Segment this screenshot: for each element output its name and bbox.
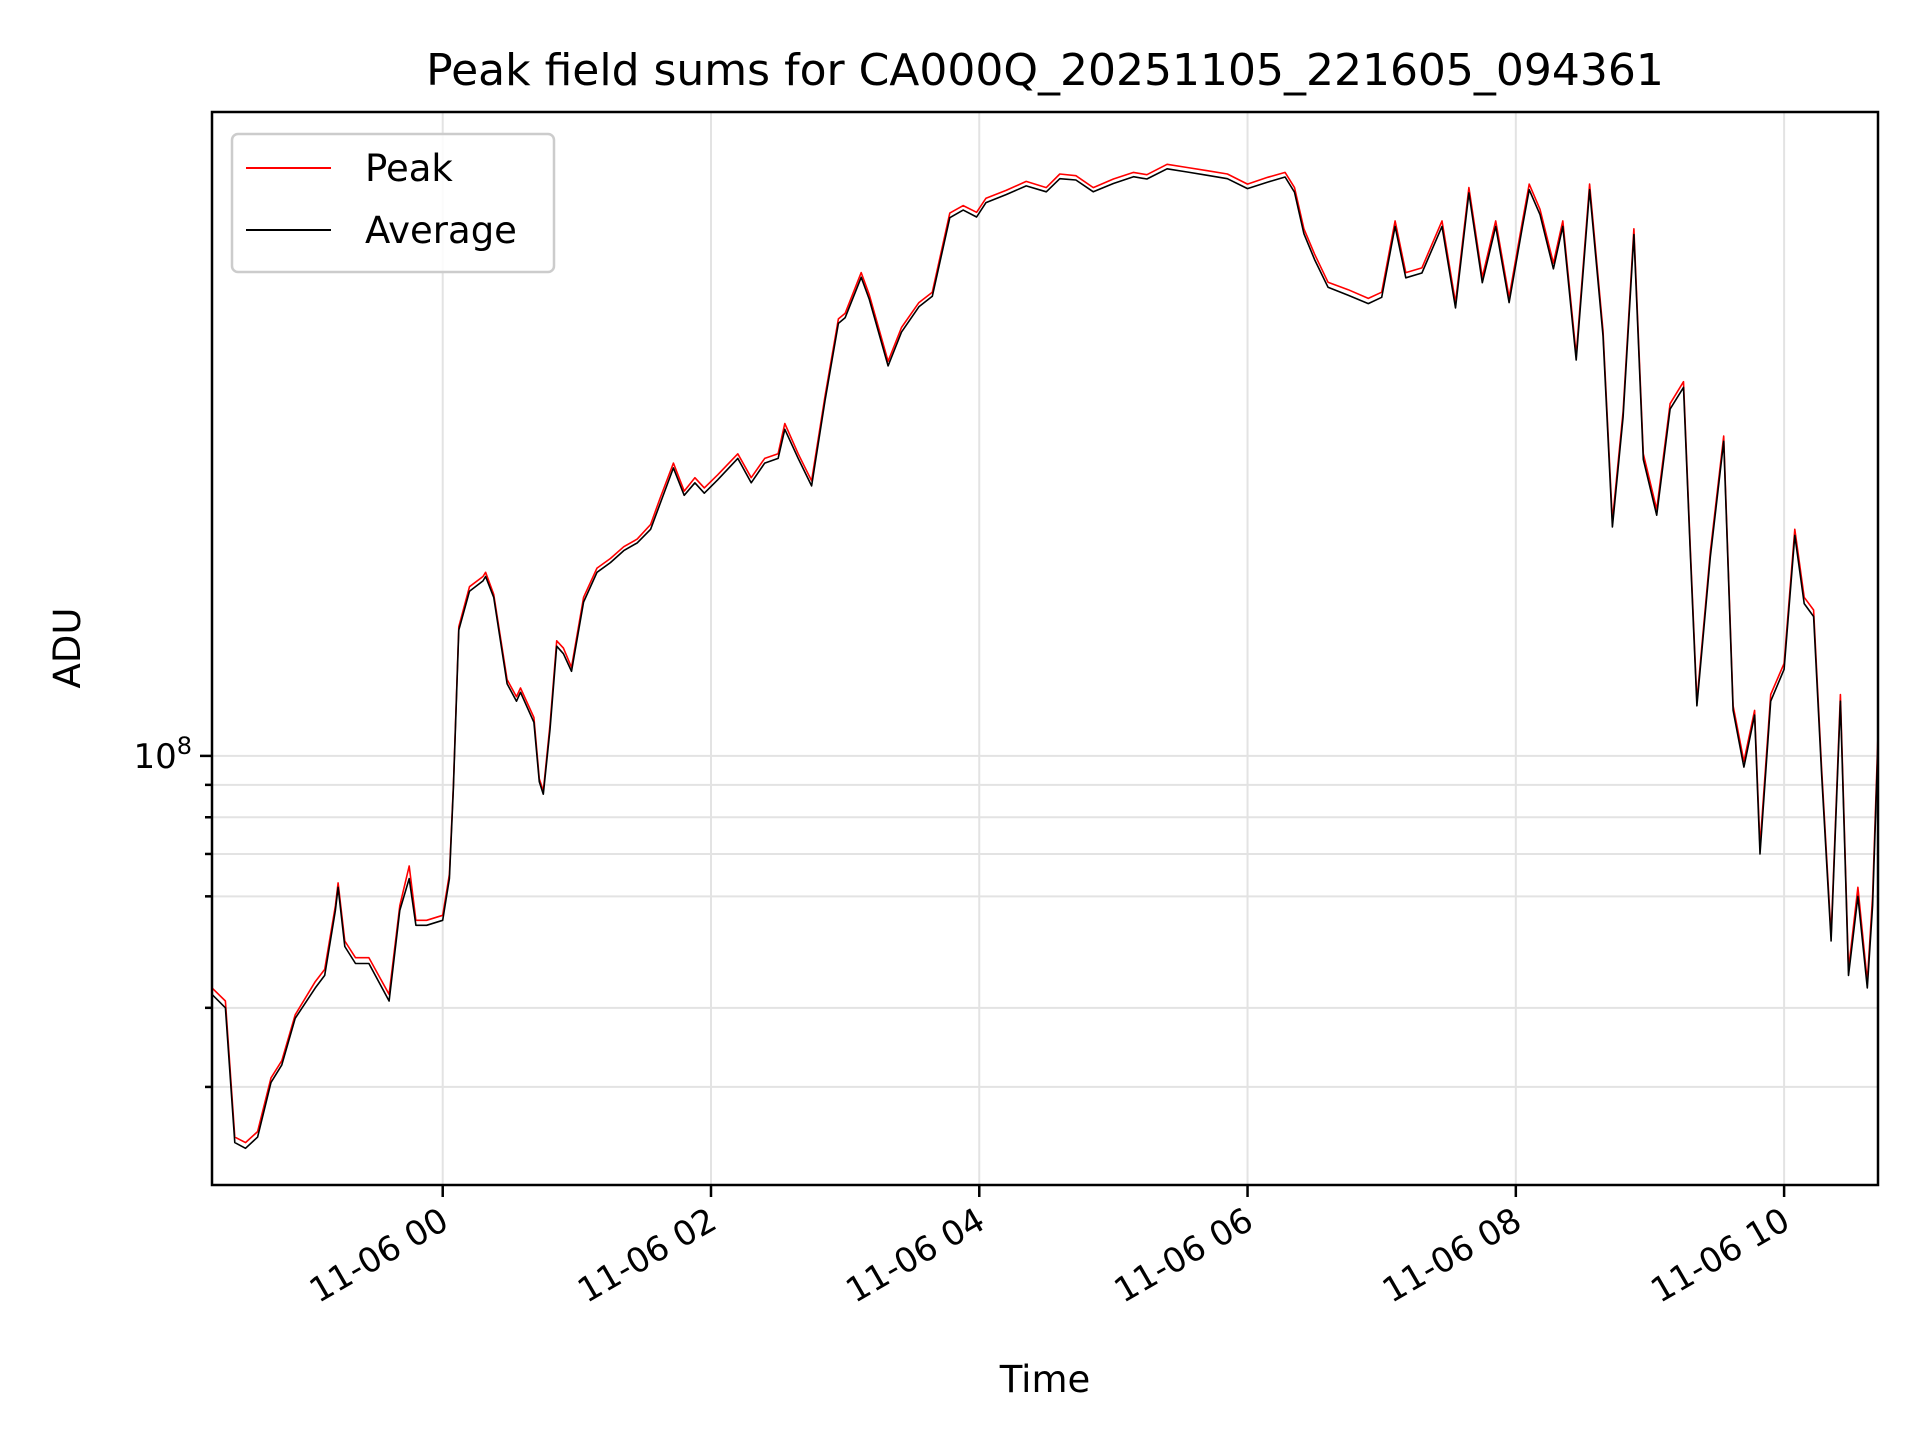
plot-frame (210, 110, 1880, 1187)
y-axis-label: ADU (46, 608, 89, 689)
legend-label-peak: Peak (365, 147, 453, 190)
chart-title: Peak field sums for CA000Q_20251105_2216… (426, 45, 1664, 96)
series-line-average (212, 168, 1878, 1150)
x-axis-label: Time (999, 1358, 1091, 1401)
legend-label-average: Average (365, 209, 517, 252)
grid-lines (212, 112, 1878, 1185)
y-tick-label: 108 (133, 732, 192, 777)
series-lines (212, 163, 1878, 1150)
legend: Peak Average (230, 132, 556, 274)
